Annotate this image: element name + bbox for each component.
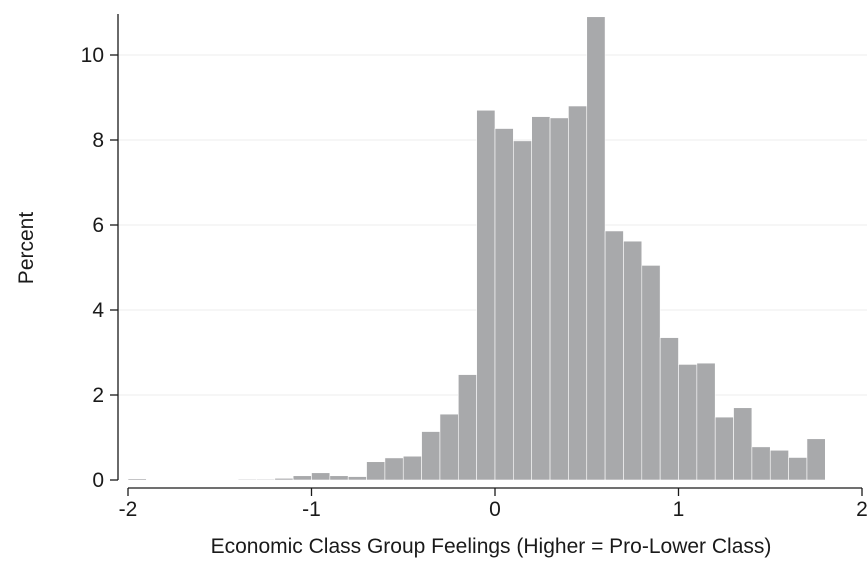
histogram-bar [292,475,312,481]
x-tick-label: -2 [119,498,138,521]
histogram-bar [366,461,386,481]
histogram-bar [384,457,404,481]
histogram-bar [733,407,753,481]
histogram-bar [347,476,367,481]
y-tick-label: 10 [81,44,104,67]
histogram-bar [237,478,257,481]
histogram-bar [311,472,331,481]
x-axis-ticks: -2 -1 0 1 2 [119,488,867,521]
histogram-bar [256,478,276,481]
y-tick-label: 0 [92,469,104,492]
histogram-bar [402,455,422,481]
histogram-bar [421,431,441,481]
x-tick-label: -1 [302,498,321,521]
histogram-bar [714,416,734,481]
histogram-bar [604,230,624,481]
y-tick-label: 2 [92,384,104,407]
histogram-bar [329,475,349,481]
histogram-bar [494,128,514,481]
histogram-bar [568,105,588,481]
x-tick-label: 1 [673,498,685,521]
y-axis-title: Percent [15,212,38,285]
histogram-bar [623,240,643,481]
histogram-bar [806,438,826,481]
histogram-bar [641,265,661,481]
x-tick-label: 0 [489,498,501,521]
y-tick-label: 4 [92,299,104,322]
histogram-bar [678,364,698,481]
histogram-bars [127,16,826,481]
histogram-bar [696,362,716,481]
histogram-bar [788,457,808,481]
histogram-bar [439,413,459,481]
histogram-bar [549,117,569,481]
histogram-bar [659,337,679,481]
histogram-bar [586,16,606,481]
histogram-bar [769,449,789,481]
histogram-bar [513,140,532,481]
x-tick-label: 2 [856,498,867,521]
histogram-bar [457,374,477,481]
histogram-bar [531,116,551,481]
histogram-bar [127,478,147,481]
histogram-bar [476,109,496,481]
y-tick-label: 8 [92,129,104,152]
histogram-bar [274,477,294,481]
y-axis-ticks: 0 2 4 6 8 10 [81,44,118,492]
y-tick-label: 6 [92,214,104,237]
histogram-bar [751,446,771,481]
x-axis-title: Economic Class Group Feelings (Higher = … [211,535,772,558]
